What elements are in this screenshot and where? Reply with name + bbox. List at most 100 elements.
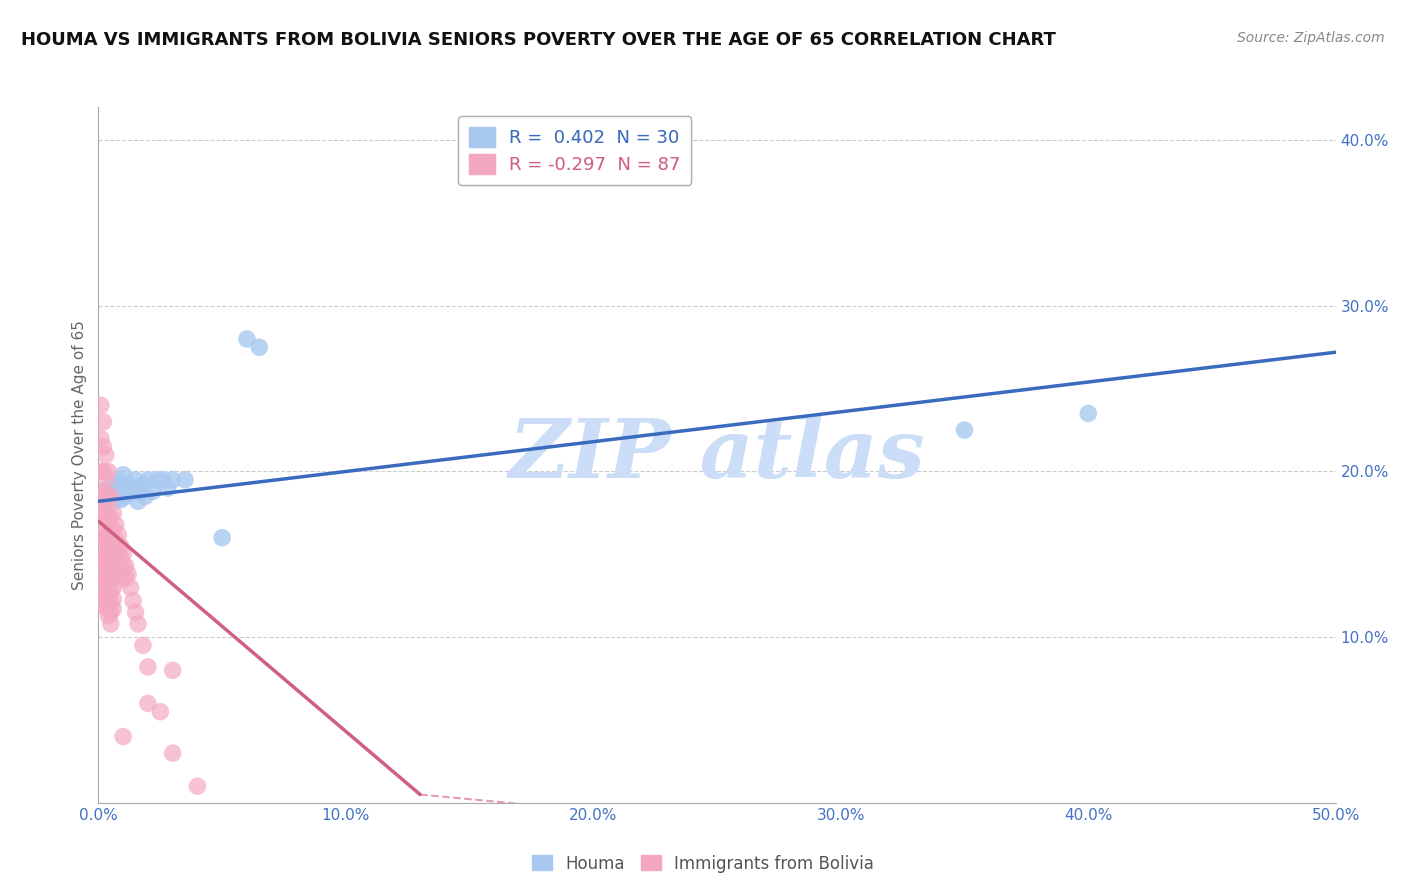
Point	[122, 484, 145, 499]
Point	[93, 465, 115, 479]
Point	[162, 746, 184, 760]
Point	[174, 473, 197, 487]
Point	[136, 473, 159, 487]
Point	[104, 560, 127, 574]
Point	[107, 556, 129, 570]
Point	[112, 547, 135, 561]
Point	[124, 605, 146, 619]
Point	[100, 511, 122, 525]
Point	[104, 517, 127, 532]
Point	[93, 572, 115, 586]
Point	[93, 484, 115, 499]
Point	[103, 581, 125, 595]
Point	[90, 506, 112, 520]
Point	[100, 595, 122, 609]
Point	[97, 608, 120, 623]
Point	[90, 465, 112, 479]
Point	[90, 489, 112, 503]
Point	[152, 473, 174, 487]
Point	[100, 489, 122, 503]
Point	[129, 484, 152, 499]
Point	[97, 465, 120, 479]
Point	[94, 575, 117, 590]
Point	[136, 660, 159, 674]
Point	[146, 473, 169, 487]
Y-axis label: Seniors Poverty Over the Age of 65: Seniors Poverty Over the Age of 65	[72, 320, 87, 590]
Point	[93, 415, 115, 429]
Point	[94, 473, 117, 487]
Point	[94, 448, 117, 462]
Point	[97, 509, 120, 524]
Point	[100, 558, 122, 573]
Point	[162, 473, 184, 487]
Point	[93, 539, 115, 553]
Point	[94, 514, 117, 528]
Point	[103, 523, 125, 537]
Point	[136, 697, 159, 711]
Point	[134, 489, 156, 503]
Point	[100, 616, 122, 631]
Point	[94, 531, 117, 545]
Point	[93, 498, 115, 512]
Point	[104, 547, 127, 561]
Point	[132, 639, 155, 653]
Point	[186, 779, 208, 793]
Point	[107, 473, 129, 487]
Text: ZIP atlas: ZIP atlas	[509, 415, 925, 495]
Point	[103, 494, 125, 508]
Point	[94, 560, 117, 574]
Point	[117, 567, 139, 582]
Point	[112, 730, 135, 744]
Point	[142, 484, 165, 499]
Point	[100, 527, 122, 541]
Point	[107, 527, 129, 541]
Point	[103, 602, 125, 616]
Text: HOUMA VS IMMIGRANTS FROM BOLIVIA SENIORS POVERTY OVER THE AGE OF 65 CORRELATION : HOUMA VS IMMIGRANTS FROM BOLIVIA SENIORS…	[21, 31, 1056, 49]
Point	[94, 589, 117, 603]
Legend: R =  0.402  N = 30, R = -0.297  N = 87: R = 0.402 N = 30, R = -0.297 N = 87	[458, 116, 692, 185]
Point	[112, 467, 135, 482]
Point	[103, 539, 125, 553]
Point	[1077, 407, 1099, 421]
Point	[103, 552, 125, 566]
Point	[90, 583, 112, 598]
Point	[97, 481, 120, 495]
Point	[103, 567, 125, 582]
Text: Source: ZipAtlas.com: Source: ZipAtlas.com	[1237, 31, 1385, 45]
Point	[104, 534, 127, 549]
Point	[94, 494, 117, 508]
Point	[93, 556, 115, 570]
Point	[97, 489, 120, 503]
Point	[100, 484, 122, 499]
Point	[97, 527, 120, 541]
Point	[93, 506, 115, 520]
Point	[90, 567, 112, 582]
Point	[117, 477, 139, 491]
Point	[100, 605, 122, 619]
Point	[97, 585, 120, 599]
Point	[110, 550, 132, 565]
Point	[127, 494, 149, 508]
Point	[120, 481, 142, 495]
Point	[107, 569, 129, 583]
Point	[93, 440, 115, 454]
Point	[149, 705, 172, 719]
Point	[110, 492, 132, 507]
Point	[114, 489, 136, 503]
Point	[120, 581, 142, 595]
Point	[97, 544, 120, 558]
Point	[112, 572, 135, 586]
Point	[90, 398, 112, 412]
Point	[103, 506, 125, 520]
Point	[97, 558, 120, 573]
Point	[162, 663, 184, 677]
Point	[90, 597, 112, 611]
Point	[100, 572, 122, 586]
Point	[247, 340, 270, 354]
Point	[124, 473, 146, 487]
Point	[156, 481, 179, 495]
Point	[90, 431, 112, 445]
Point	[97, 572, 120, 586]
Point	[100, 544, 122, 558]
Point	[114, 558, 136, 573]
